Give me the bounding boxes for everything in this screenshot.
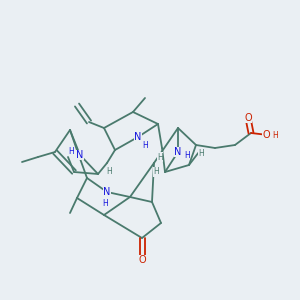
Text: H: H <box>272 130 278 140</box>
Text: N: N <box>134 132 142 142</box>
Text: H: H <box>157 152 163 161</box>
Text: H: H <box>142 142 148 151</box>
Text: N: N <box>174 147 182 157</box>
Text: H: H <box>102 199 108 208</box>
Text: N: N <box>103 187 111 197</box>
Text: H: H <box>184 151 190 160</box>
Text: H: H <box>198 149 204 158</box>
Text: H: H <box>106 167 112 176</box>
Text: N: N <box>76 150 84 160</box>
Text: O: O <box>244 113 252 123</box>
Text: O: O <box>138 255 146 265</box>
Text: H: H <box>68 146 74 155</box>
Text: H: H <box>153 167 159 176</box>
Text: O: O <box>262 130 270 140</box>
